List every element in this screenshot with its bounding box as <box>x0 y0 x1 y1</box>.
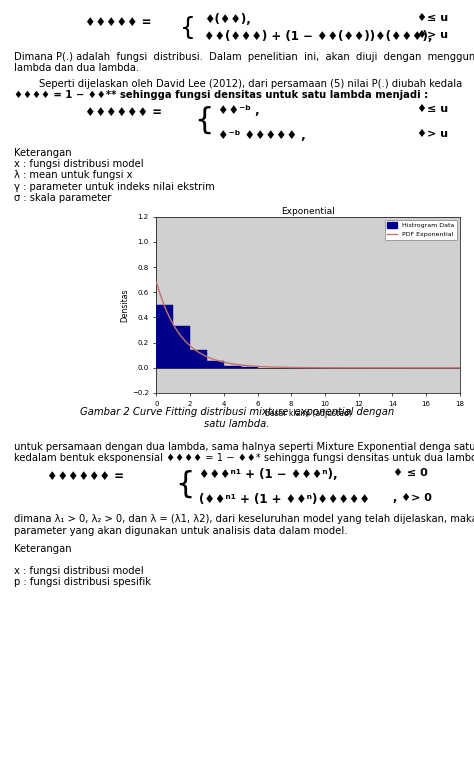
Text: lambda dan dua lambda.: lambda dan dua lambda. <box>14 63 139 73</box>
Text: Dimana P(.) adalah  fungsi  distribusi.  Dalam  penelitian  ini,  akan  diuji  d: Dimana P(.) adalah fungsi distribusi. Da… <box>14 52 474 62</box>
X-axis label: besar klaim (adjusted): besar klaim (adjusted) <box>264 410 352 418</box>
Text: ♦> u: ♦> u <box>417 129 448 139</box>
Text: γ : parameter untuk indeks nilai ekstrim: γ : parameter untuk indeks nilai ekstrim <box>14 182 215 192</box>
Text: kedalam bentuk eksponensial ♦♦♦♦ = 1 − ♦♦* sehingga fungsi densitas untuk dua la: kedalam bentuk eksponensial ♦♦♦♦ = 1 − ♦… <box>14 453 474 464</box>
Text: λ : mean untuk fungsi x: λ : mean untuk fungsi x <box>14 171 133 180</box>
Text: Keterangan: Keterangan <box>14 148 72 158</box>
Text: ♦♦♦♦♦♦ =: ♦♦♦♦♦♦ = <box>85 106 166 119</box>
Text: {: { <box>180 16 196 40</box>
Text: σ : skala parameter: σ : skala parameter <box>14 193 111 203</box>
Text: ♦ ≤ 0: ♦ ≤ 0 <box>393 467 428 478</box>
Bar <box>207 361 224 368</box>
Bar <box>173 326 190 368</box>
Text: {: { <box>175 470 195 499</box>
Text: x : fungsi distribusi model: x : fungsi distribusi model <box>14 566 144 576</box>
Text: ♦> u: ♦> u <box>417 31 448 41</box>
Text: ♦≤ u: ♦≤ u <box>417 103 448 114</box>
Text: untuk persamaan dengan dua lambda, sama halnya seperti Mixture Exponential denga: untuk persamaan dengan dua lambda, sama … <box>14 442 474 452</box>
Bar <box>224 366 241 368</box>
Legend: Histrogram Data, PDF Exponential: Histrogram Data, PDF Exponential <box>385 220 456 240</box>
Text: Keterangan: Keterangan <box>14 543 72 554</box>
Bar <box>156 305 173 368</box>
Text: Seperti dijelaskan oleh David Lee (2012), dari persamaan (5) nilai P(.) diubah k: Seperti dijelaskan oleh David Lee (2012)… <box>14 78 463 88</box>
Text: ♦♦(♦♦♦) + (1 − ♦♦(♦♦))♦(♦♦♦),: ♦♦(♦♦♦) + (1 − ♦♦(♦♦))♦(♦♦♦), <box>204 31 432 44</box>
Text: ♦♦♦♦ = 1 − ♦♦** sehingga fungsi densitas untuk satu lambda menjadi :: ♦♦♦♦ = 1 − ♦♦** sehingga fungsi densitas… <box>14 90 428 100</box>
Text: {: { <box>194 106 214 135</box>
Text: , ♦> 0: , ♦> 0 <box>393 493 432 503</box>
Text: (♦♦ⁿ¹ + (1 + ♦♦ⁿ)♦♦♦♦♦: (♦♦ⁿ¹ + (1 + ♦♦ⁿ)♦♦♦♦♦ <box>199 493 370 507</box>
Text: ♦⁻ᵇ ♦♦♦♦♦ ,: ♦⁻ᵇ ♦♦♦♦♦ , <box>218 129 306 143</box>
Text: ♦≤ u: ♦≤ u <box>417 13 448 23</box>
Y-axis label: Densitas: Densitas <box>120 288 129 322</box>
Text: satu lambda.: satu lambda. <box>204 419 270 429</box>
Text: x : fungsi distribusi model: x : fungsi distribusi model <box>14 159 144 169</box>
Text: p : fungsi distribusi spesifik: p : fungsi distribusi spesifik <box>14 577 151 587</box>
Text: ♦(♦♦),: ♦(♦♦), <box>204 13 251 26</box>
Text: dimana λ₁ > 0, λ₂ > 0, dan λ = (λ1, λ2), dari keseluruhan model yang telah dijel: dimana λ₁ > 0, λ₂ > 0, dan λ = (λ1, λ2),… <box>14 514 474 525</box>
Bar <box>190 349 207 368</box>
Text: parameter yang akan digunakan untuk analisis data dalam model.: parameter yang akan digunakan untuk anal… <box>14 526 348 536</box>
Text: ♦♦♦♦♦♦ =: ♦♦♦♦♦♦ = <box>47 470 128 483</box>
Title: Exponential: Exponential <box>281 207 335 216</box>
Text: Gambar 2 Curve Fitting distribusi mixture  exponential dengan: Gambar 2 Curve Fitting distribusi mixtur… <box>80 407 394 417</box>
Text: ♦♦♦♦♦ =: ♦♦♦♦♦ = <box>85 16 156 29</box>
Text: ♦♦⁻ᵇ ,: ♦♦⁻ᵇ , <box>218 103 260 117</box>
Text: ♦♦♦ⁿ¹ + (1 − ♦♦♦ⁿ),: ♦♦♦ⁿ¹ + (1 − ♦♦♦ⁿ), <box>199 467 337 481</box>
